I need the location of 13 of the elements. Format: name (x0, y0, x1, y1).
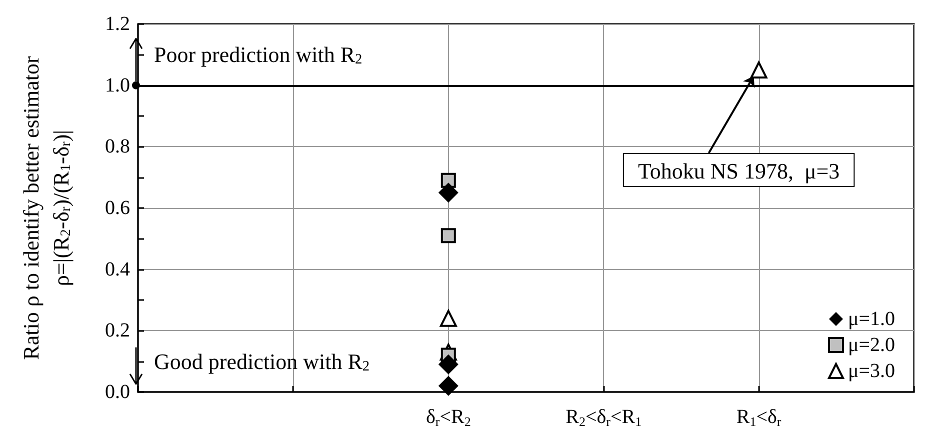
y-tick-label: 0.2 (105, 320, 130, 342)
annotation: Tohoku NS 1978, μ=3 (638, 158, 840, 184)
y-tick-label: 1.0 (105, 74, 130, 96)
legend-label: μ=1.0 (848, 308, 896, 330)
legend-label: μ=3.0 (848, 360, 896, 382)
annotation: Poor prediction with R2 (154, 42, 362, 68)
y-tick-label: 0.4 (105, 258, 130, 280)
y-tick-label: 0.0 (105, 381, 130, 403)
annotation: Good prediction with R2 (154, 348, 370, 374)
y-tick-label: 1.2 (105, 13, 130, 35)
y-tick-label: 0.8 (105, 136, 130, 158)
y-tick-label: 0.6 (105, 197, 130, 219)
legend-label: μ=2.0 (848, 334, 896, 356)
